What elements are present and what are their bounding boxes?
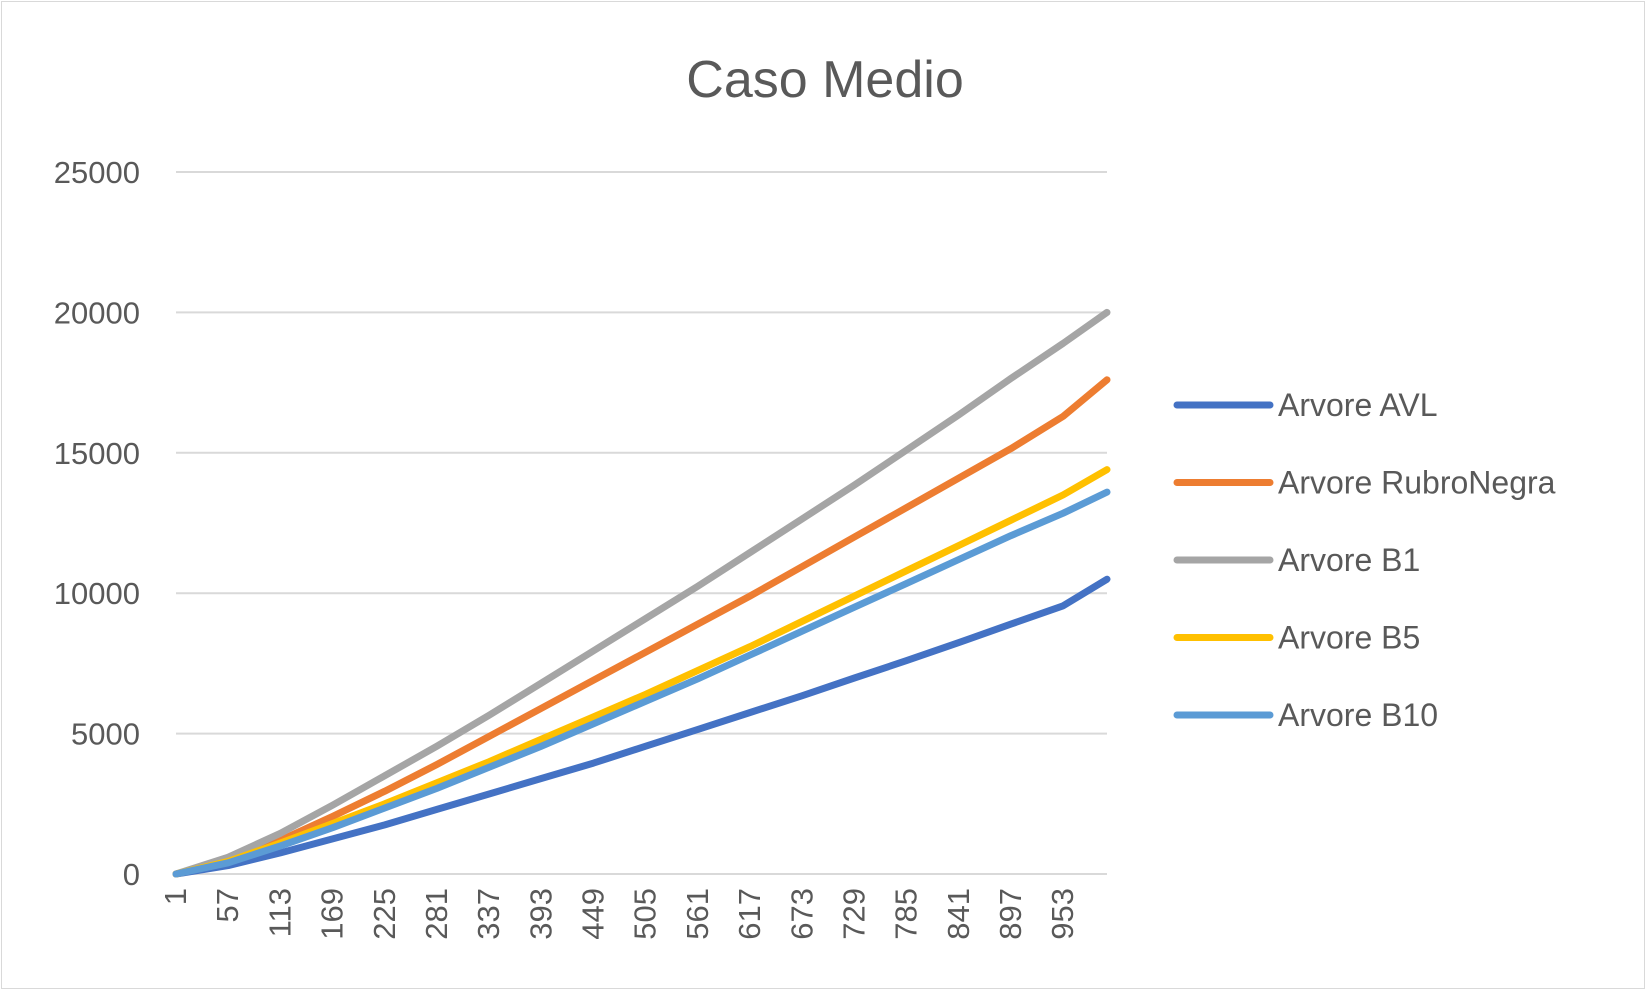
y-tick-label: 20000 (54, 295, 140, 330)
gridlines (176, 171, 1107, 875)
x-tick-label: 953 (1045, 888, 1080, 940)
y-axis: 0 5000 10000 15000 20000 25000 (54, 155, 140, 892)
y-tick-label: 5000 (71, 717, 140, 752)
x-tick-label: 561 (680, 888, 715, 940)
y-tick-label: 0 (123, 857, 140, 892)
legend-label: Arvore RubroNegra (1278, 465, 1556, 501)
chart-title: Caso Medio (686, 51, 963, 109)
series-lines (172, 308, 1111, 878)
y-tick-label: 25000 (54, 155, 140, 190)
series-line-2 (172, 376, 1111, 878)
x-tick-label: 281 (419, 888, 454, 940)
x-tick-label: 449 (576, 888, 611, 940)
x-tick-label: 113 (262, 888, 297, 937)
series-line-5 (172, 488, 1111, 878)
x-tick-label: 729 (836, 888, 871, 940)
x-tick-label: 57 (210, 888, 245, 922)
x-tick-label: 1 (158, 888, 193, 905)
x-tick-label: 841 (941, 888, 976, 940)
x-tick-label: 393 (523, 888, 558, 940)
series-line-4 (172, 466, 1111, 878)
x-tick-label: 617 (732, 888, 767, 940)
legend: Arvore AVL Arvore RubroNegra Arvore B1 Arvo… (1173, 387, 1556, 733)
x-tick-label: 505 (628, 888, 663, 940)
x-tick-label: 673 (784, 888, 819, 940)
x-tick-label: 225 (367, 888, 402, 940)
legend-label: Arvore B5 (1278, 620, 1420, 656)
legend-label: Arvore AVL (1278, 387, 1437, 423)
legend-label: Arvore B10 (1278, 697, 1438, 733)
x-tick-label: 337 (471, 888, 506, 940)
x-tick-label: 169 (315, 888, 350, 940)
series-line-3 (172, 308, 1111, 878)
series-line-1 (172, 575, 1111, 878)
x-axis: 1 57 113 169 225 281 337 393 449 505 561 617 673 729 7… (158, 873, 1107, 940)
x-tick-label: 785 (889, 888, 924, 940)
y-tick-label: 10000 (54, 576, 140, 611)
x-tick-label: 897 (993, 888, 1028, 940)
legend-label: Arvore B1 (1278, 542, 1420, 578)
y-tick-label: 15000 (54, 436, 140, 471)
